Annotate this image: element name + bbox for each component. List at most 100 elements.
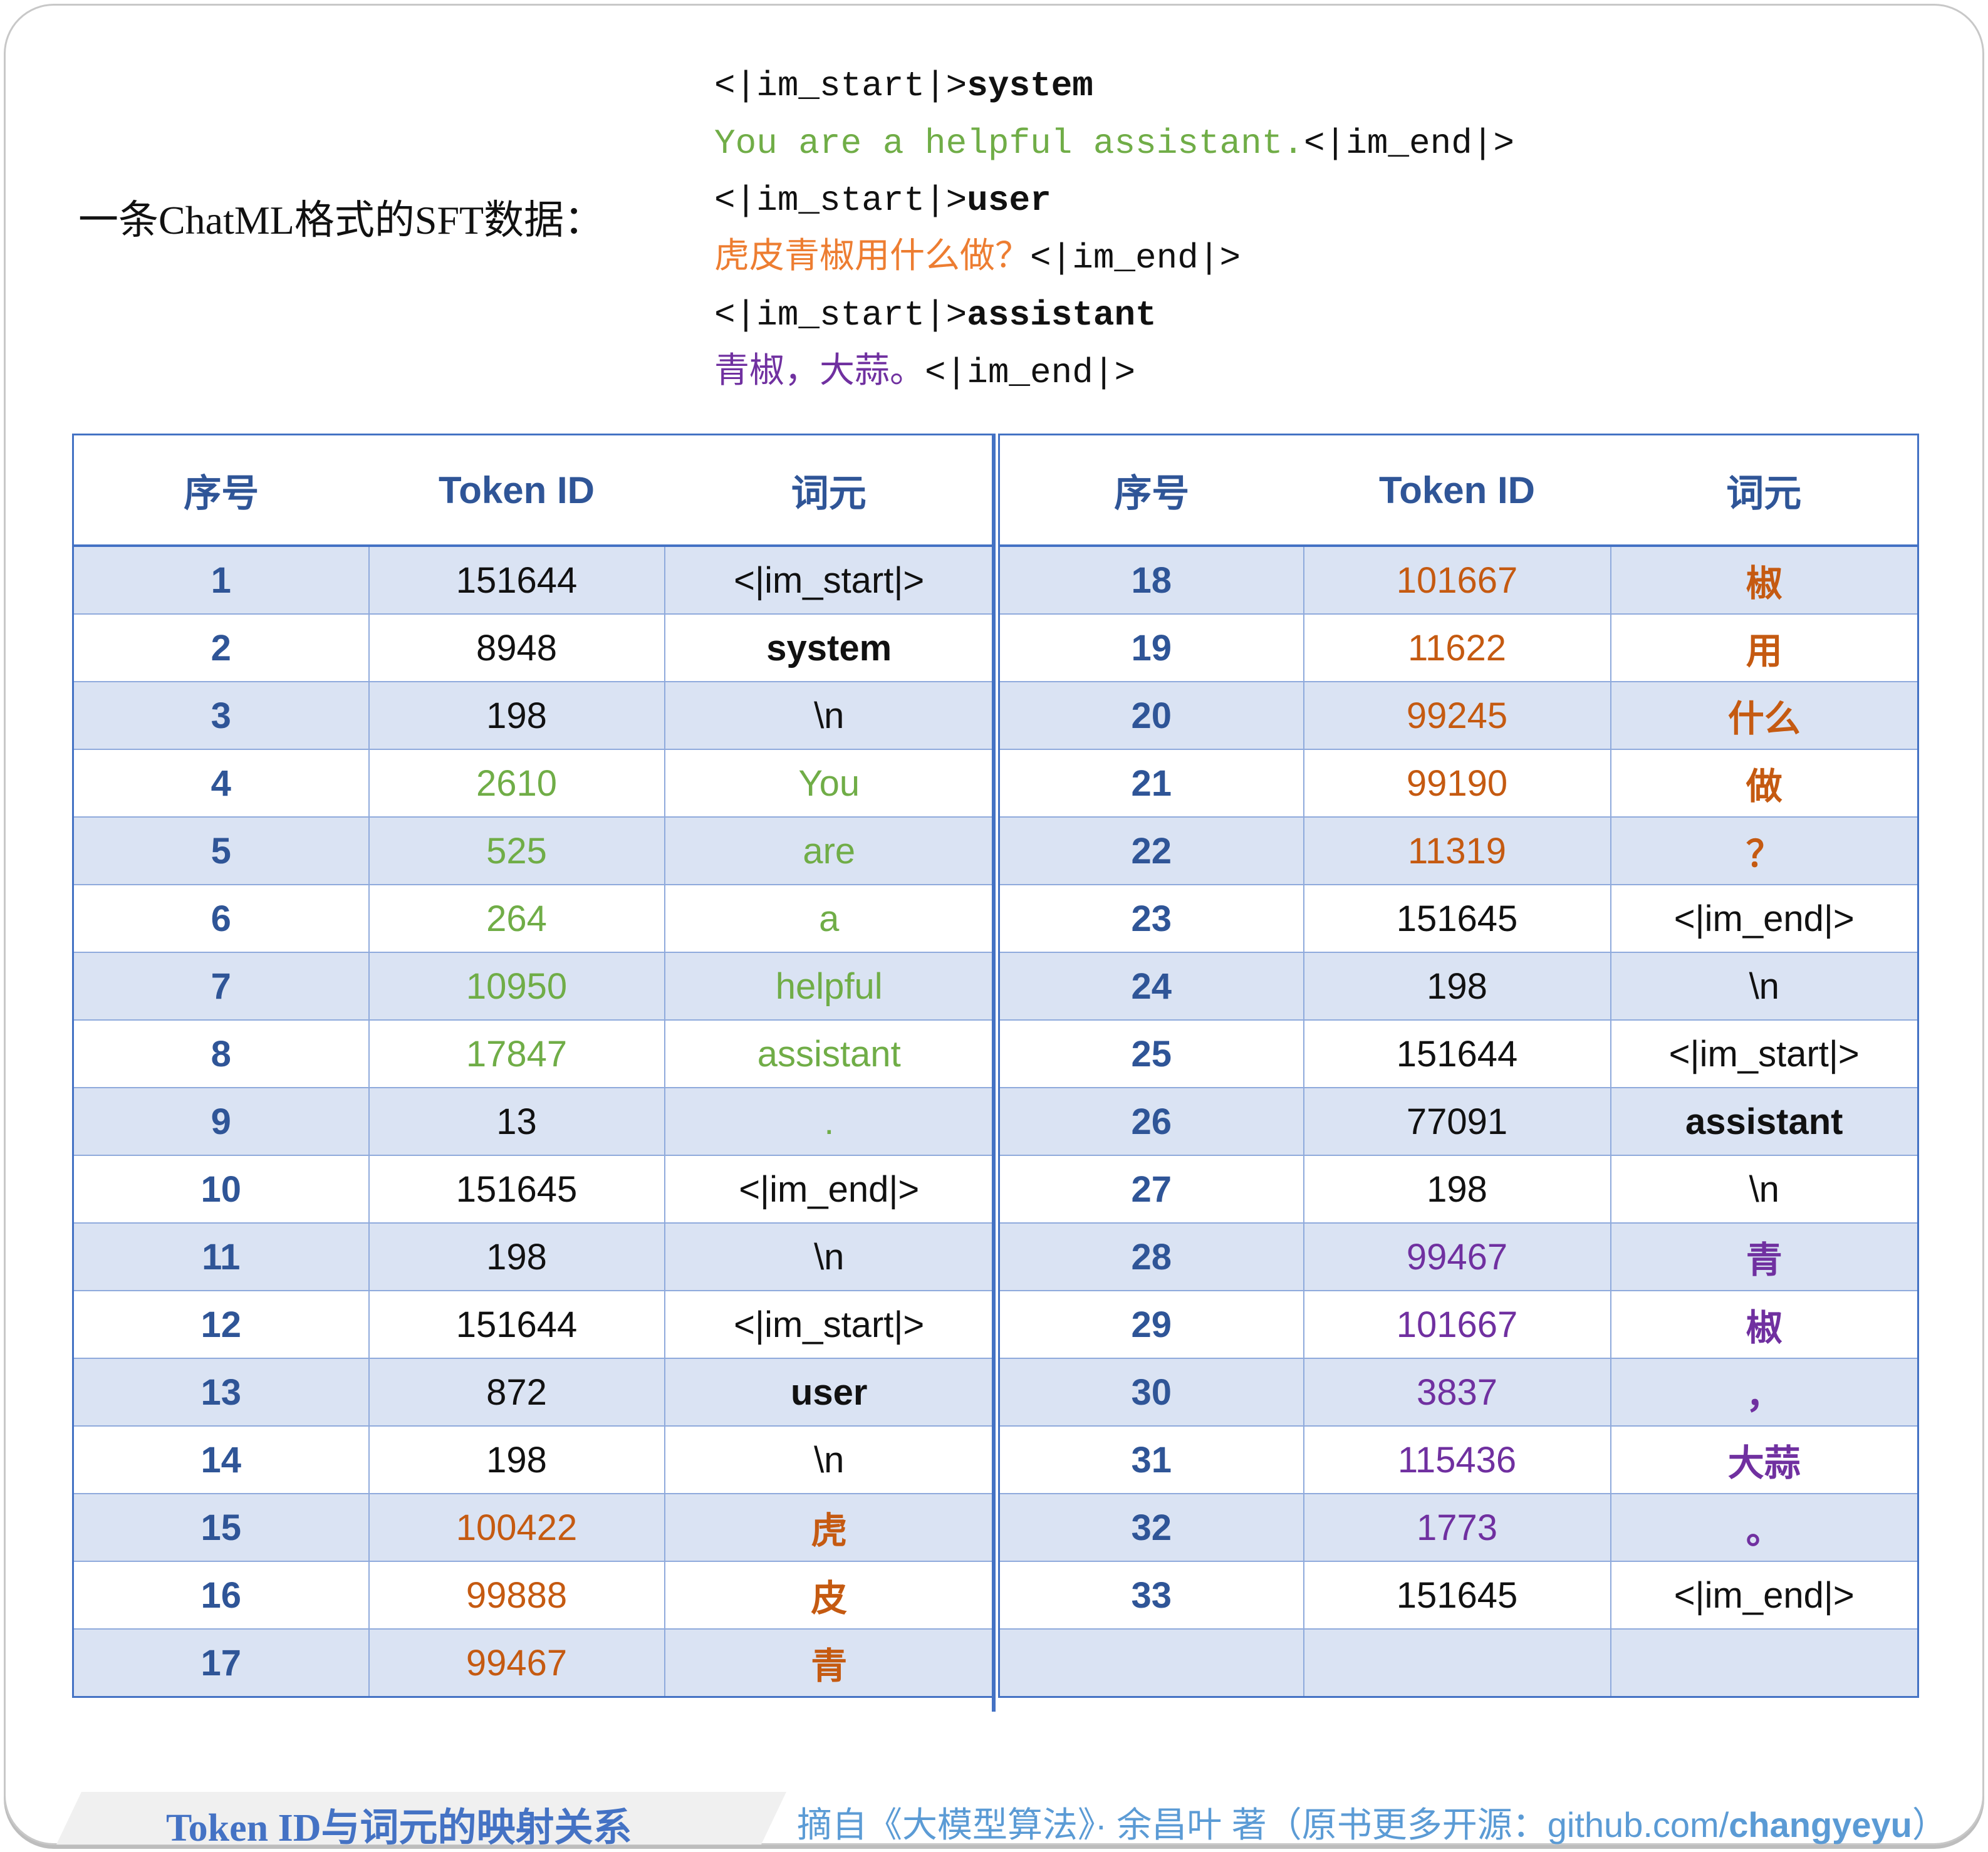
source-text: 摘自《大模型算法》· 余昌叶 著（原书更多开源：github.com/	[797, 1805, 1729, 1844]
token-cell: \n	[664, 681, 995, 750]
token-cell: 虎	[664, 1493, 995, 1562]
token-cell: system	[664, 613, 995, 682]
token-cell: .	[664, 1087, 995, 1156]
chatml-sample: <|im_start|>system You are a helpful ass…	[714, 58, 1514, 402]
token-id-cell: 101667	[1303, 1290, 1611, 1359]
token-id-cell: 99888	[368, 1561, 665, 1630]
table-row: 26 77091 assistant	[998, 1087, 1919, 1156]
token-table-left: 序号 Token ID 词元 1 151644 <|im_start|> 2 8948 s…	[72, 434, 995, 1698]
table-row: 9 13.	[72, 1087, 995, 1156]
index-cell: 10	[72, 1155, 370, 1224]
token-cell	[1610, 1628, 1919, 1698]
token-table-right: 序号 Token ID 词元 18 101667 椒 19 11622 用 20 99245 什…	[998, 434, 1919, 1698]
token-cell: <|im_start|>	[664, 545, 995, 615]
index-cell: 8	[72, 1019, 370, 1088]
table-row: 1 151644 <|im_start|>	[72, 545, 995, 615]
token-cell: 用	[1610, 613, 1919, 682]
table-row: 24 198 \n	[998, 952, 1919, 1021]
im-end-tag: <|im_end|>	[1303, 123, 1515, 164]
token-id-cell: 198	[368, 1222, 665, 1291]
token-id-cell: 264	[368, 884, 665, 953]
token-cell: 大蒜	[1610, 1425, 1919, 1494]
token-cell: 青	[664, 1628, 995, 1698]
token-id-cell: 151644	[368, 1290, 665, 1359]
token-cell: \n	[1610, 952, 1919, 1021]
token-id-cell: 99245	[1303, 681, 1611, 750]
index-cell	[998, 1628, 1304, 1698]
token-id-cell: 100422	[368, 1493, 665, 1562]
user-message: 虎皮青椒用什么做？	[714, 237, 1030, 278]
header-token-id: Token ID	[368, 434, 665, 547]
table-row: 6 264 a	[72, 884, 995, 953]
token-id-cell: 99190	[1303, 749, 1611, 818]
index-cell: 28	[998, 1222, 1304, 1291]
token-id-cell: 151645	[1303, 1561, 1611, 1630]
token-id-cell	[1303, 1628, 1611, 1698]
token-cell: 。	[1610, 1493, 1919, 1562]
token-id-cell: 872	[368, 1358, 665, 1427]
token-id-cell: 17847	[368, 1019, 665, 1088]
index-cell: 13	[72, 1358, 370, 1427]
im-start-tag: <|im_start|>	[714, 180, 967, 221]
table-row: 21 99190 做	[998, 749, 1919, 818]
token-id-cell: 11319	[1303, 816, 1611, 885]
header-index: 序号	[999, 434, 1304, 547]
token-id-cell: 1773	[1303, 1493, 1611, 1562]
table-row: 4 2610 You	[72, 749, 995, 818]
token-id-cell: 525	[368, 816, 665, 885]
footer-title-banner	[56, 1792, 786, 1844]
index-cell: 1	[72, 545, 370, 615]
index-cell: 5	[72, 816, 370, 885]
table-row: 15 100422 虎	[72, 1493, 995, 1562]
system-message: You are a helpful assistant.	[714, 123, 1304, 164]
index-cell: 30	[998, 1358, 1304, 1427]
token-id-cell: 99467	[1303, 1222, 1611, 1291]
token-id-cell: 8948	[368, 613, 665, 682]
token-id-cell: 198	[368, 681, 665, 750]
index-cell: 6	[72, 884, 370, 953]
table-divider	[992, 434, 996, 1712]
table-row: 27 198 \n	[998, 1155, 1919, 1224]
table-row: 30 3837，	[998, 1358, 1919, 1427]
token-cell: \n	[1610, 1155, 1919, 1224]
table-row: 32 1773。	[998, 1493, 1919, 1562]
token-cell: <|im_end|>	[664, 1155, 995, 1224]
role-user: user	[967, 180, 1051, 221]
token-id-cell: 151645	[1303, 884, 1611, 953]
token-id-cell: 151644	[1303, 1019, 1611, 1088]
footer-title: Token ID与词元的映射关系	[166, 1807, 632, 1849]
header-token-id: Token ID	[1303, 434, 1611, 547]
index-cell: 4	[72, 749, 370, 818]
token-cell: 椒	[1610, 1290, 1919, 1359]
table-row: 17 99467 青	[72, 1628, 995, 1698]
table-row: 3 198 \n	[72, 681, 995, 750]
token-id-cell: 13	[368, 1087, 665, 1156]
token-id-cell: 151644	[368, 545, 665, 615]
index-cell: 23	[998, 884, 1304, 953]
token-id-cell: 198	[1303, 952, 1611, 1021]
token-cell: assistant	[1610, 1087, 1919, 1156]
table-row: 22 11319？	[998, 816, 1919, 885]
im-end-tag: <|im_end|>	[925, 352, 1136, 393]
token-id-cell: 77091	[1303, 1087, 1611, 1156]
token-cell: <|im_end|>	[1610, 1561, 1919, 1630]
token-id-cell: 3837	[1303, 1358, 1611, 1427]
token-id-cell: 10950	[368, 952, 665, 1021]
token-cell: a	[664, 884, 995, 953]
index-cell: 14	[72, 1425, 370, 1494]
table-row: 31 115436 大蒜	[998, 1425, 1919, 1494]
token-id-cell: 11622	[1303, 613, 1611, 682]
token-id-cell: 101667	[1303, 545, 1611, 615]
token-id-cell: 198	[368, 1425, 665, 1494]
index-cell: 18	[998, 545, 1304, 615]
index-cell: 32	[998, 1493, 1304, 1562]
intro-label: 一条ChatML格式的SFT数据：	[78, 198, 605, 242]
index-cell: 24	[998, 952, 1304, 1021]
source-author-handle: changyeyu	[1729, 1805, 1912, 1844]
index-cell: 22	[998, 816, 1304, 885]
table-row: 25 151644 <|im_start|>	[998, 1019, 1919, 1088]
table-row: 16 99888 皮	[72, 1561, 995, 1630]
index-cell: 15	[72, 1493, 370, 1562]
token-cell: 皮	[664, 1561, 995, 1630]
table-row: 14 198 \n	[72, 1425, 995, 1494]
